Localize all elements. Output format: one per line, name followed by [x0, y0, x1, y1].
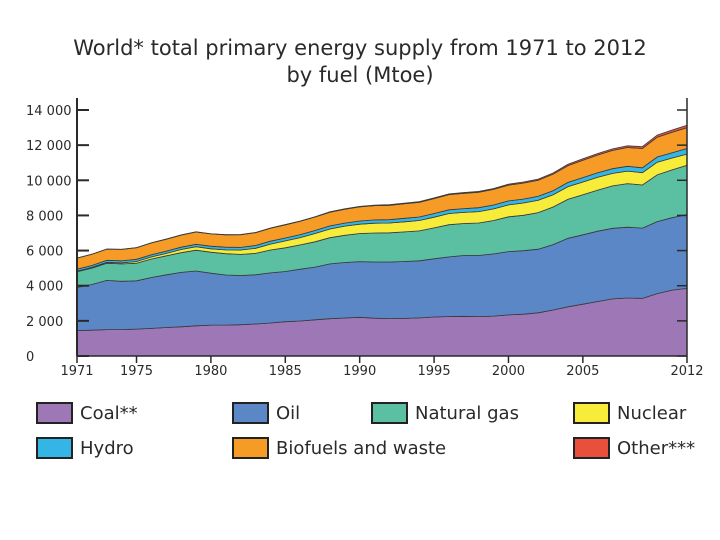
y-tick-label: 10 000	[26, 174, 72, 189]
legend-item-nuclear: Nuclear	[573, 398, 686, 428]
legend-swatch-other	[573, 437, 610, 459]
legend-label-hydro: Hydro	[80, 437, 134, 459]
x-tick-label: 1980	[194, 364, 227, 379]
legend-label-coal: Coal**	[80, 402, 138, 424]
legend-label-natural-gas: Natural gas	[415, 402, 519, 424]
x-axis-ticks: 1971 1975 1980 1985 1990 1995 2000 2005 2012	[60, 356, 704, 379]
legend-swatch-biofuels	[232, 437, 269, 459]
x-tick-label: 1990	[343, 364, 376, 379]
y-axis-ticks: 0 2 000 4 000 6 000 8 000 10 000 12 000 14 000	[26, 104, 687, 365]
legend-item-other: Other***	[573, 433, 695, 463]
x-tick-label: 1995	[418, 364, 451, 379]
legend-swatch-oil	[232, 402, 269, 424]
x-tick-label: 1971	[60, 364, 93, 379]
legend-label-nuclear: Nuclear	[617, 402, 687, 424]
x-tick-label: 2012	[670, 364, 703, 379]
legend-label-other: Other***	[617, 437, 696, 459]
legend-item-coal: Coal**	[36, 398, 138, 428]
legend-swatch-hydro	[36, 437, 73, 459]
legend-item-hydro: Hydro	[36, 433, 134, 463]
y-tick-label: 8 000	[26, 209, 63, 224]
x-tick-label: 1985	[269, 364, 302, 379]
y-tick-label: 6 000	[26, 245, 63, 260]
x-tick-label: 2000	[492, 364, 525, 379]
legend-label-biofuels: Biofuels and waste	[276, 437, 447, 459]
legend-item-biofuels: Biofuels and waste	[232, 433, 446, 463]
x-tick-label: 2005	[566, 364, 599, 379]
legend-label-oil: Oil	[276, 402, 301, 424]
area-layers	[76, 124, 688, 357]
legend-swatch-coal	[36, 402, 73, 424]
y-tick-label: 12 000	[26, 139, 72, 154]
y-tick-label: 14 000	[26, 104, 72, 119]
y-tick-label: 2 000	[26, 315, 63, 330]
y-tick-label: 0	[26, 350, 34, 365]
legend-item-natural-gas: Natural gas	[371, 398, 519, 428]
y-tick-label: 4 000	[26, 280, 63, 295]
axes	[76, 98, 688, 357]
chart-title-line1: World* total primary energy supply from …	[73, 36, 647, 60]
chart-title-line2: by fuel (Mtoe)	[286, 63, 434, 87]
legend-swatch-natural-gas	[371, 402, 408, 424]
legend-swatch-nuclear	[573, 402, 610, 424]
legend-item-oil: Oil	[232, 398, 300, 428]
x-tick-label: 1975	[120, 364, 153, 379]
